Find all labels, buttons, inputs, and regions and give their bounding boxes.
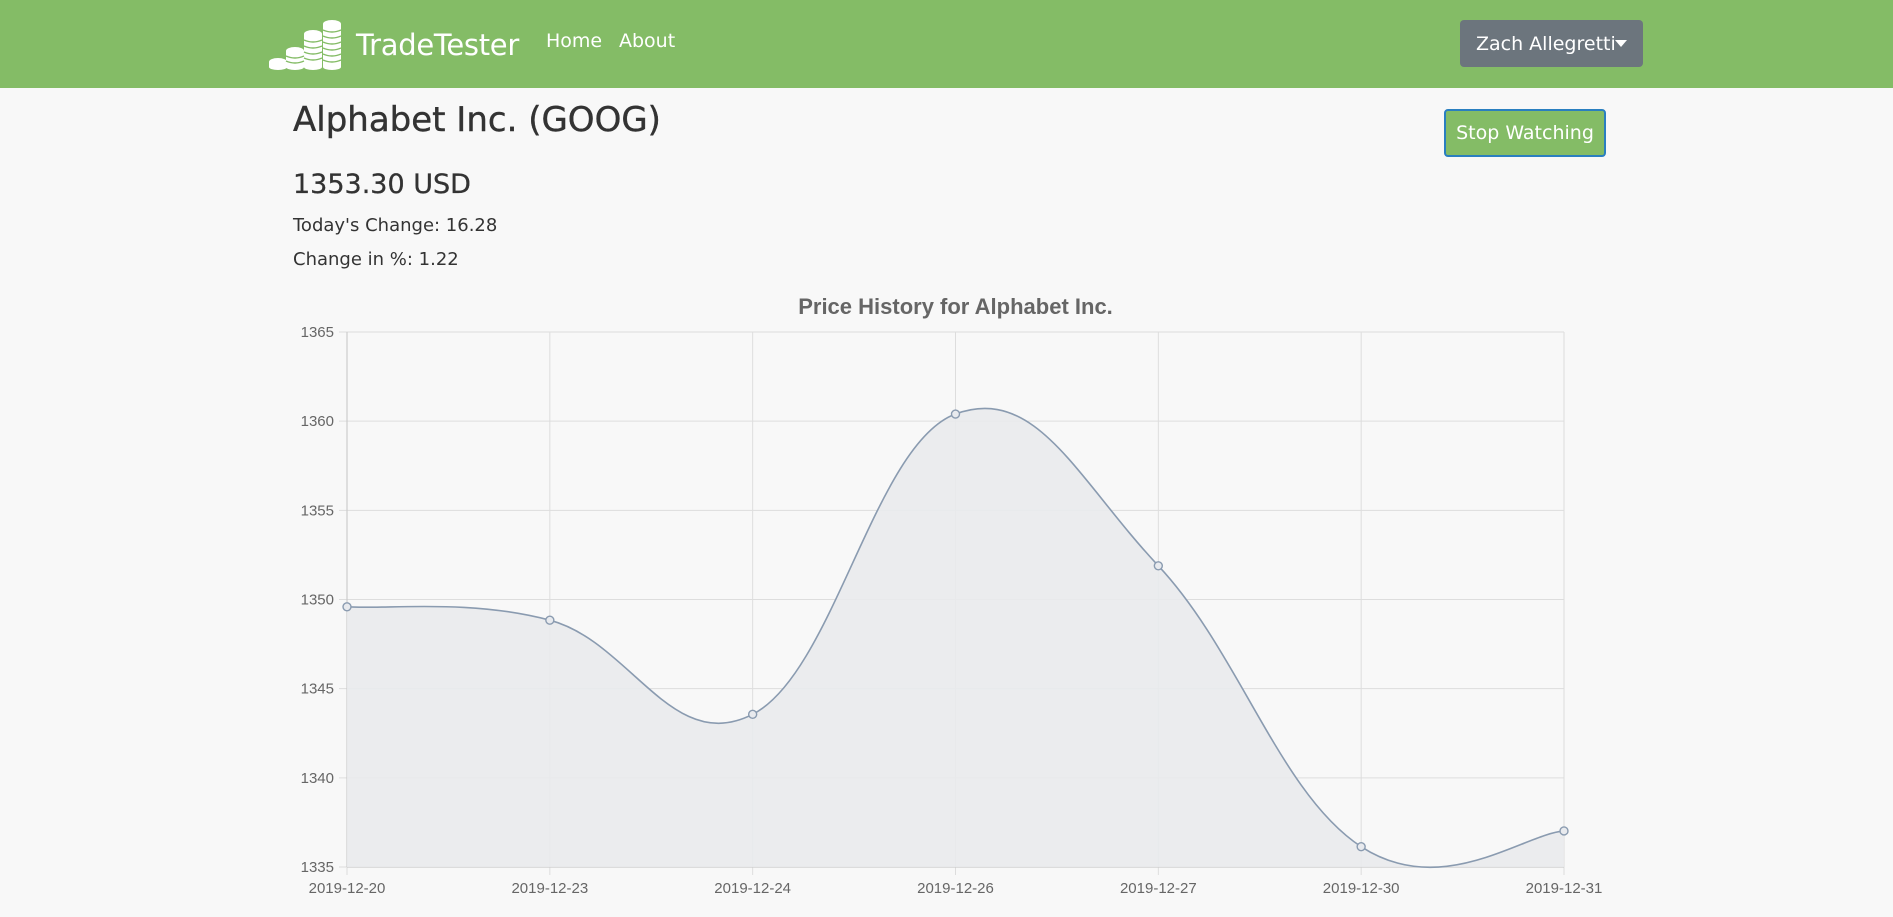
user-name: Zach Allegretti — [1476, 32, 1616, 55]
y-tick-label: 1355 — [301, 502, 334, 519]
data-point — [1356, 841, 1366, 852]
data-point — [1559, 826, 1569, 836]
nav-about-link[interactable]: About — [619, 30, 676, 52]
nav-home-link[interactable]: Home — [546, 30, 603, 52]
series-area-fill — [347, 408, 1564, 868]
stock-title: Alphabet Inc. (GOOG) — [293, 100, 661, 140]
x-tick-label: 2019-12-27 — [1120, 880, 1197, 897]
change-percent: Change in %: 1.22 — [293, 249, 459, 270]
x-tick-label: 2019-12-24 — [714, 880, 791, 897]
user-menu-dropdown[interactable]: Zach Allegretti — [1460, 20, 1643, 67]
data-point — [545, 615, 555, 625]
x-tick-label: 2019-12-23 — [511, 880, 588, 897]
y-tick-label: 1345 — [301, 681, 334, 698]
stop-watching-button[interactable]: Stop Watching — [1444, 109, 1606, 157]
y-tick-label: 1340 — [301, 770, 334, 787]
x-tick-label: 2019-12-20 — [309, 880, 386, 897]
coin-stack-logo-icon — [269, 20, 342, 70]
data-point — [747, 709, 758, 720]
brand-link[interactable]: TradeTester — [268, 20, 519, 70]
x-tick-label: 2019-12-31 — [1526, 880, 1603, 897]
y-tick-label: 1335 — [301, 859, 334, 876]
x-tick-label: 2019-12-26 — [917, 880, 994, 897]
y-tick-label: 1360 — [301, 413, 334, 430]
todays-change: Today's Change: 16.28 — [293, 215, 498, 236]
data-point — [1153, 561, 1164, 571]
brand-name: TradeTester — [356, 28, 519, 62]
stock-price: 1353.30 USD — [293, 169, 471, 200]
y-tick-label: 1365 — [301, 324, 334, 341]
x-tick-label: 2019-12-30 — [1323, 880, 1400, 897]
navbar: TradeTester Home About Zach Allegretti — [0, 0, 1893, 88]
caret-down-icon — [1615, 40, 1627, 47]
data-point — [342, 602, 352, 612]
y-tick-label: 1350 — [301, 592, 334, 609]
series-line — [346, 407, 1565, 868]
chart-title: Price History for Alphabet Inc. — [798, 294, 1113, 319]
data-point — [950, 409, 961, 419]
